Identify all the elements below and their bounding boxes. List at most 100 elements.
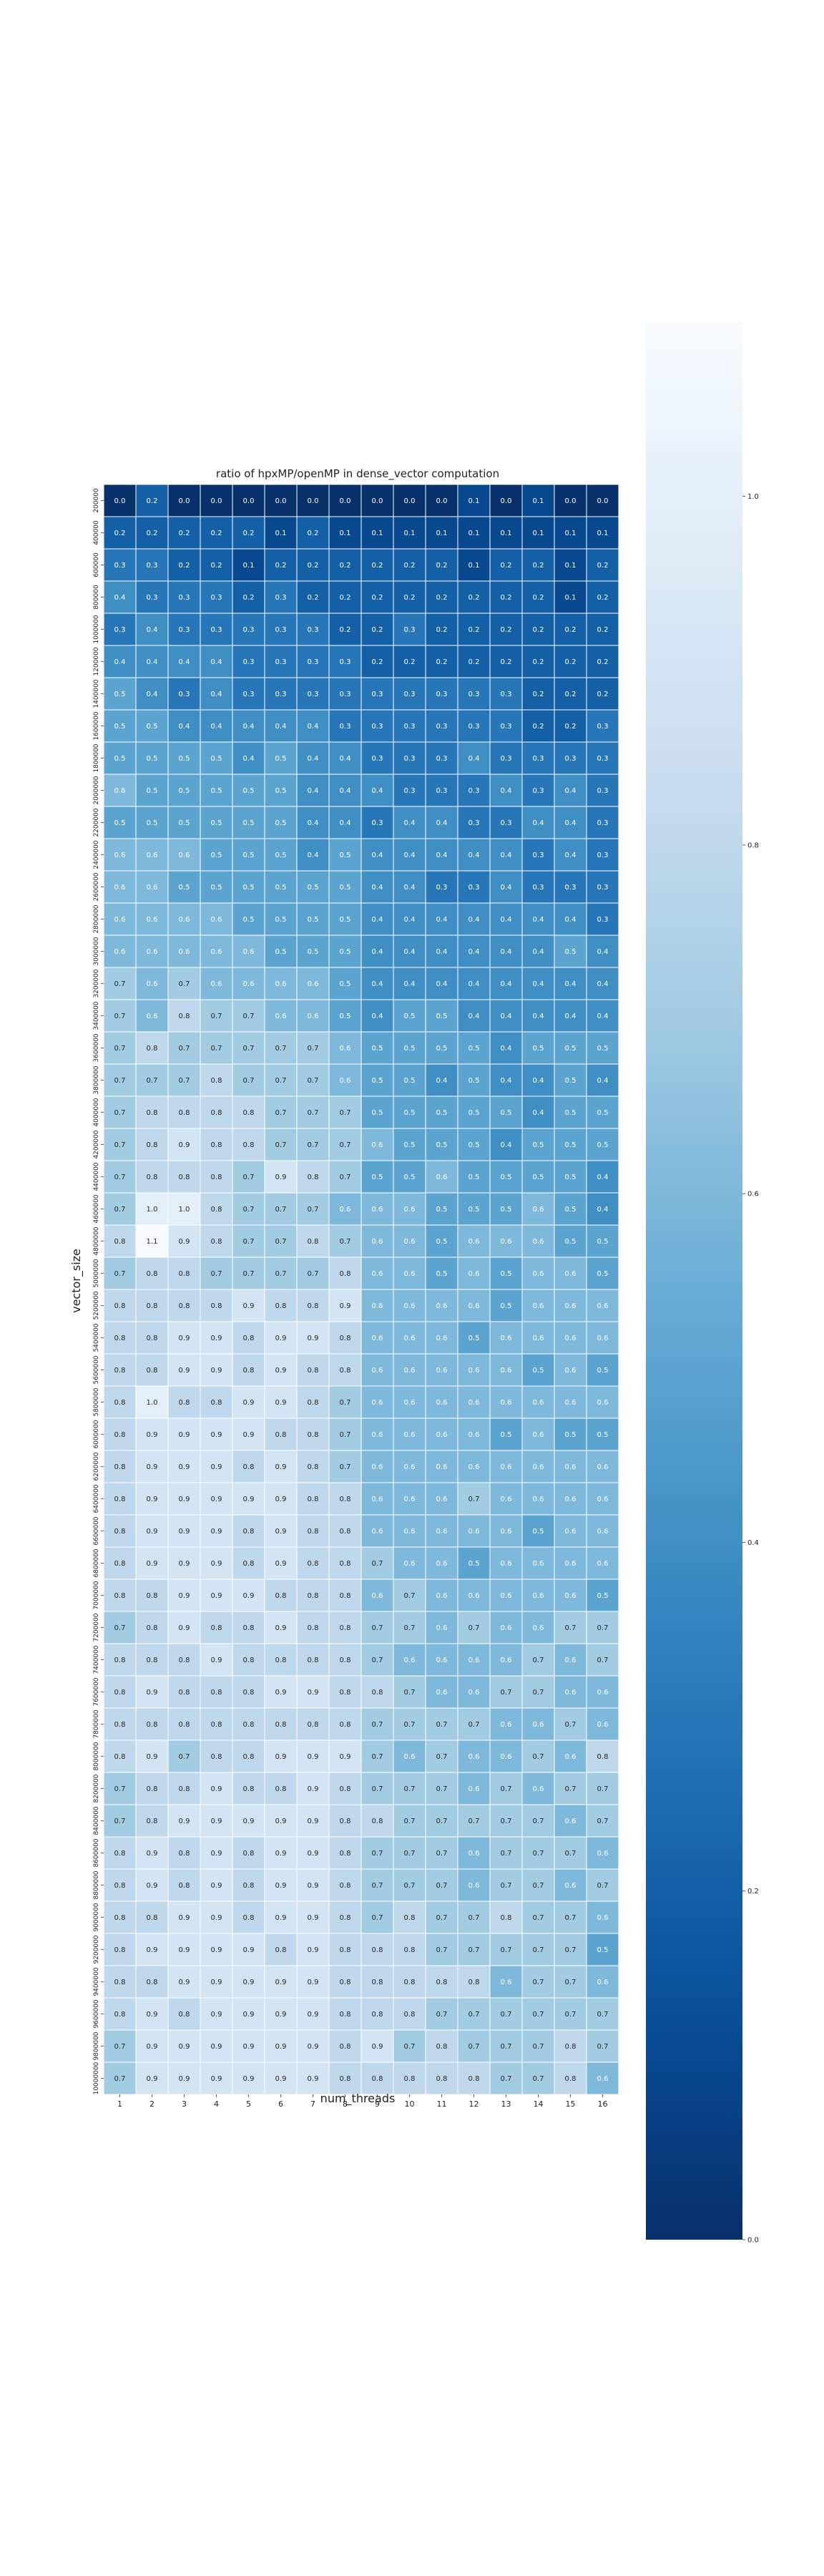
cell-value-label: 0.2 [114,530,126,537]
cell-value-label: 0.8 [179,1302,190,1310]
heatmap-cell [489,1643,523,1677]
heatmap-cell [360,1772,394,1805]
cell-value-label: 0.1 [436,530,448,537]
cell-value-label: 0.5 [211,852,222,859]
cell-value-label: 0.6 [211,980,222,988]
x-tick-label: 1 [117,2099,122,2109]
cell-value-label: 0.8 [211,1077,222,1085]
cell-value-label: 0.4 [533,948,544,956]
cell-value-label: 0.9 [275,1689,287,1697]
cell-value-label: 0.5 [469,1077,480,1085]
heatmap-cell [425,1675,458,1709]
cell-value-label: 0.7 [372,1624,383,1632]
cell-value-label: 0.7 [436,1721,448,1729]
heatmap-cell [393,870,426,904]
cell-value-label: 0.5 [469,1109,480,1117]
heatmap-cell [425,1321,458,1355]
heatmap-cell [393,1063,426,1097]
heatmap-cell [521,741,555,775]
heatmap-cell [232,1514,265,1548]
heatmap-cell [554,838,587,872]
cell-value-label: 0.8 [275,1946,287,1954]
cell-value-label: 0.6 [114,916,126,924]
cell-value-label: 0.4 [501,852,512,859]
heatmap-cell [489,1933,523,1966]
cell-value-label: 0.5 [340,1013,351,1020]
heatmap-cell [489,1031,523,1065]
cell-value-label: 0.8 [308,1624,319,1632]
heatmap-cell [521,677,555,711]
heatmap-cell [200,902,233,936]
cell-value-label: 0.1 [565,530,577,537]
heatmap-cell [296,1836,330,1870]
cell-value-label: 0.4 [469,980,480,988]
cell-value-label: 0.4 [565,980,577,988]
cell-value-label: 0.9 [308,1850,319,1858]
heatmap-cell [328,1643,362,1677]
cell-value-label: 0.5 [340,884,351,892]
heatmap-cell [489,806,523,839]
cell-value-label: 0.4 [597,980,609,988]
cell-value-label: 0.9 [308,1753,319,1761]
cell-value-label: 0.8 [340,1496,351,1503]
heatmap-cell [328,1289,362,1322]
cell-value-label: 0.5 [565,1045,577,1053]
heatmap-cell [425,1385,458,1419]
cell-value-label: 0.8 [147,1109,158,1117]
cell-value-label: 0.9 [211,1657,222,1664]
cell-value-label: 0.7 [147,1077,158,1085]
cell-value-label: 0.9 [308,1335,319,1342]
cell-value-label: 0.8 [179,1174,190,1181]
cell-value-label: 0.6 [533,1399,544,1407]
x-tick-label: 2 [149,2099,154,2109]
y-tick-label: 9400000 [93,1967,100,1996]
cell-value-label: 0.6 [340,1077,351,1085]
heatmap-cell [586,580,619,614]
heatmap-cell [200,1482,233,1516]
cell-value-label: 0.6 [565,1367,577,1375]
heatmap-cell [103,484,137,517]
heatmap-cell [586,1579,619,1612]
heatmap-cell [393,967,426,1000]
cell-value-label: 0.8 [114,1850,126,1858]
cell-value-label: 0.4 [597,1174,609,1181]
heatmap-cell [200,2029,233,2063]
cell-value-label: 0.8 [565,2043,577,2051]
cell-value-label: 0.6 [404,1302,416,1310]
cell-value-label: 0.7 [597,1818,609,1825]
cell-value-label: 0.4 [436,852,448,859]
heatmap-cell [328,484,362,517]
cell-value-label: 0.3 [533,755,544,763]
cell-value-label: 0.7 [533,1753,544,1761]
colorbar [646,322,742,2240]
cell-value-label: 0.2 [340,562,351,570]
heatmap-cell [264,1289,298,1322]
cell-value-label: 0.8 [340,1946,351,1954]
heatmap-cell [103,774,137,807]
heatmap-cell [586,1546,619,1580]
heatmap-cell [586,774,619,807]
cell-value-label: 0.6 [243,948,255,956]
heatmap-cell [586,999,619,1033]
heatmap-cell [360,1192,394,1226]
heatmap-cell [328,645,362,678]
y-tick-label: 5800000 [93,1387,100,1416]
heatmap-cell [521,1128,555,1161]
cell-value-label: 0.4 [147,658,158,666]
heatmap-cell [232,870,265,904]
heatmap-cell [521,1933,555,1966]
cell-value-label: 0.8 [211,1206,222,1214]
cell-value-label: 0.5 [565,1141,577,1149]
heatmap-cell [167,1063,201,1097]
cell-value-label: 0.5 [565,1109,577,1117]
heatmap-cell [103,580,137,614]
cell-value-label: 0.7 [275,1109,287,1117]
cell-value-label: 0.3 [147,562,158,570]
heatmap-cell [425,1482,458,1516]
heatmap-cell [264,1450,298,1483]
cell-value-label: 0.3 [114,626,126,634]
heatmap-cell [586,806,619,839]
cell-value-label: 0.6 [469,1270,480,1278]
cell-value-label: 0.6 [533,1592,544,1600]
heatmap-cell [264,1933,298,1966]
